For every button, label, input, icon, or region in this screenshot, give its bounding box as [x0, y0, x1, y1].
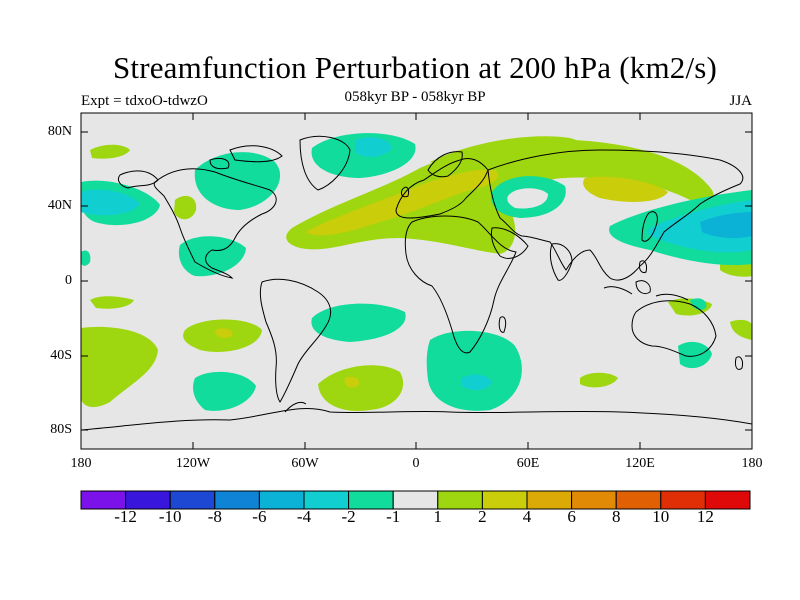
coastline-philippines — [639, 260, 647, 273]
contour-satlantic-center — [344, 376, 360, 388]
contour-pacific-south-negative — [193, 371, 256, 411]
contour-southafrica-negative — [426, 330, 522, 411]
contour-eqpac-negative — [81, 250, 91, 266]
coastline-british-isles — [401, 186, 409, 198]
colorbar-label: -6 — [252, 507, 267, 526]
plot-subtitle: 058kyr BP - 058kyr BP — [344, 89, 486, 105]
colorbar-label: 4 — [522, 507, 532, 526]
colorbar-label: 12 — [696, 507, 714, 526]
colorbar-label: 2 — [478, 507, 487, 526]
contour-npac-deep — [81, 189, 140, 216]
contour-npacific-positive — [174, 195, 197, 220]
colorbar-label: 6 — [567, 507, 576, 526]
coastline-australia — [631, 300, 717, 357]
lat-label-80s: 80S — [50, 422, 72, 437]
lon-label-0: 0 — [412, 456, 420, 471]
coastline-asia — [487, 149, 744, 281]
contour-alaska-positive — [90, 144, 130, 159]
coastline-north-america — [153, 168, 277, 279]
coastline-alaska — [117, 170, 159, 189]
contour-brazil-negative — [311, 303, 406, 342]
contour-caspian-inner — [507, 188, 548, 209]
contour-greenland-negative — [194, 152, 281, 210]
contour-southafrica-deep — [462, 374, 492, 391]
contour-indian-south-negative — [678, 341, 712, 369]
experiment-label: Expt = tdxoO-tdwzO — [81, 93, 208, 109]
colorbar-label: -10 — [158, 507, 182, 526]
coastline-antarctic-peninsula — [284, 401, 307, 413]
coastline-indonesia — [603, 280, 689, 301]
coastline-new-zealand — [735, 356, 743, 371]
lon-label-180e: 180 — [741, 456, 763, 471]
colorbar-label: 1 — [433, 507, 443, 526]
contour-wpac-mid — [647, 200, 752, 253]
colorbar-label: -8 — [207, 507, 222, 526]
colorbar-label: 8 — [611, 507, 621, 526]
map-ticks — [80, 113, 753, 449]
contour-sw-pacific-positive — [81, 326, 158, 408]
colorbar-label: 10 — [652, 507, 670, 526]
lon-label-60e: 60E — [516, 456, 540, 471]
plot-title: Streamfunction Perturbation at 200 hPa (… — [112, 50, 718, 85]
lat-label-0: 0 — [65, 273, 72, 288]
lon-label-120w: 120W — [175, 456, 211, 471]
lon-label-180w: 180 — [70, 456, 92, 471]
coastline-arabia — [491, 227, 529, 259]
lat-label-80n: 80N — [47, 124, 72, 139]
lat-label-40n: 40N — [47, 198, 72, 213]
contour-sw-atlantic-positive — [90, 296, 134, 309]
contour-satlantic-positive — [318, 365, 404, 411]
lon-label-120e: 120E — [625, 456, 655, 471]
contour-wpac-deep — [700, 212, 752, 239]
colorbar-swatch — [704, 490, 751, 510]
contour-sw-indian-positive — [730, 319, 752, 340]
coastline-madagascar — [498, 316, 507, 333]
coastline-south-america — [259, 278, 332, 403]
coastline-africa — [404, 215, 517, 354]
contour-asia-yellow — [583, 176, 668, 202]
season-label: JJA — [729, 93, 752, 109]
colorbar-label: -2 — [341, 507, 356, 526]
coastline-canadian-arctic — [209, 145, 283, 170]
colorbar-label: -12 — [114, 507, 137, 526]
colorbar-label: -4 — [296, 507, 312, 526]
contour-fills — [81, 133, 752, 411]
colorbar — [80, 490, 751, 510]
colorbar-label: -1 — [386, 507, 401, 526]
coastline-europe — [395, 157, 489, 219]
coastline-antarctica — [81, 407, 752, 431]
contour-australia-negative — [690, 298, 707, 310]
coastlines — [81, 135, 752, 431]
contour-arctic-deep — [355, 137, 392, 157]
contour-eurasia-yellow — [305, 169, 499, 236]
lat-label-40s: 40S — [50, 348, 72, 363]
coastline-greenland — [299, 135, 351, 191]
contour-southpac-center — [215, 328, 233, 338]
coastline-india — [549, 243, 573, 281]
coastline-japan — [641, 211, 658, 242]
contour-indian-positive — [580, 372, 618, 388]
lon-label-60w: 60W — [291, 456, 319, 471]
coastline-scandinavia — [427, 151, 463, 178]
